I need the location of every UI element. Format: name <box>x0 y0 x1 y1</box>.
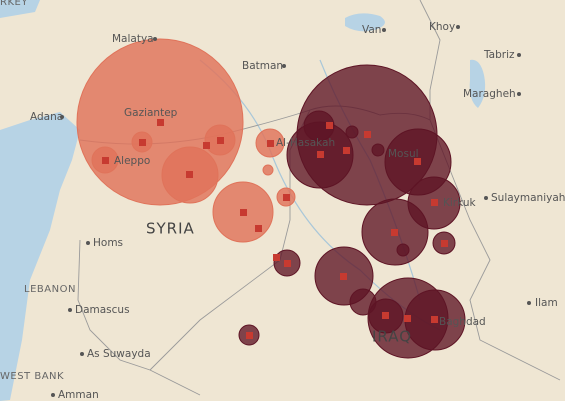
region-label: WEST BANK <box>0 371 64 382</box>
city-dot <box>68 308 72 312</box>
marker <box>414 158 421 165</box>
city-label: Maragheh <box>463 88 516 100</box>
city-dot <box>153 37 157 41</box>
bubble <box>371 143 385 157</box>
marker <box>157 119 164 126</box>
city-label: As Suwayda <box>87 348 151 360</box>
lake-urmia <box>469 59 486 108</box>
marker <box>102 157 109 164</box>
sea <box>0 112 80 401</box>
city-dot <box>517 53 521 57</box>
city-dot <box>60 115 64 119</box>
city-label: Amman <box>58 389 99 401</box>
city-dot <box>80 352 84 356</box>
city-label: Kirkuk <box>443 197 477 209</box>
marker <box>391 229 398 236</box>
city-label: Baghdad <box>439 316 486 328</box>
city-dot <box>517 92 521 96</box>
city-label: Damascus <box>75 304 130 316</box>
bubble <box>396 243 410 257</box>
city-label: Homs <box>93 237 123 249</box>
marker <box>255 225 262 232</box>
city-label: Mosul <box>388 148 419 160</box>
city-dot <box>456 25 460 29</box>
marker <box>431 316 438 323</box>
bubble <box>345 125 359 139</box>
marker <box>267 140 274 147</box>
marker <box>246 332 253 339</box>
city-label: Gaziantep <box>124 107 178 119</box>
marker <box>284 260 291 267</box>
marker <box>431 199 438 206</box>
city-label: Malatya <box>112 33 154 45</box>
city-label: Sulaymaniyah <box>491 192 565 204</box>
border <box>77 239 201 396</box>
bubble <box>262 164 274 176</box>
marker <box>240 209 247 216</box>
markers <box>102 119 448 339</box>
city-label: Khoy <box>429 21 455 33</box>
region-label: LEBANON <box>24 284 76 295</box>
country-label: RKEY <box>0 0 28 8</box>
city-dot <box>527 301 531 305</box>
marker <box>340 273 347 280</box>
city-label: Batman <box>242 60 283 72</box>
city-dot <box>51 393 55 397</box>
marker <box>343 147 350 154</box>
marker <box>382 312 389 319</box>
marker <box>283 194 290 201</box>
city-label: Aleppo <box>114 155 150 167</box>
city-dot <box>484 196 488 200</box>
city-dot <box>282 64 286 68</box>
city-label: Van <box>362 24 381 36</box>
marker <box>441 240 448 247</box>
city-label: Ilam <box>535 297 558 309</box>
marker <box>203 142 210 149</box>
city-dot <box>86 241 90 245</box>
city-dot <box>382 28 386 32</box>
city-label: Al-Hasakah <box>276 137 335 149</box>
sea-north <box>0 0 40 18</box>
country-label: IRAQ <box>372 328 412 346</box>
marker <box>364 131 371 138</box>
marker <box>404 315 411 322</box>
marker <box>186 171 193 178</box>
country-label: SYRIA <box>146 220 195 238</box>
city-label: Tabriz <box>483 49 515 61</box>
marker <box>139 139 146 146</box>
lake-van <box>345 13 385 32</box>
marker <box>317 151 324 158</box>
marker <box>273 254 280 261</box>
marker <box>326 122 333 129</box>
bubble <box>303 110 335 142</box>
city-label: Adana <box>30 111 63 123</box>
marker <box>217 137 224 144</box>
